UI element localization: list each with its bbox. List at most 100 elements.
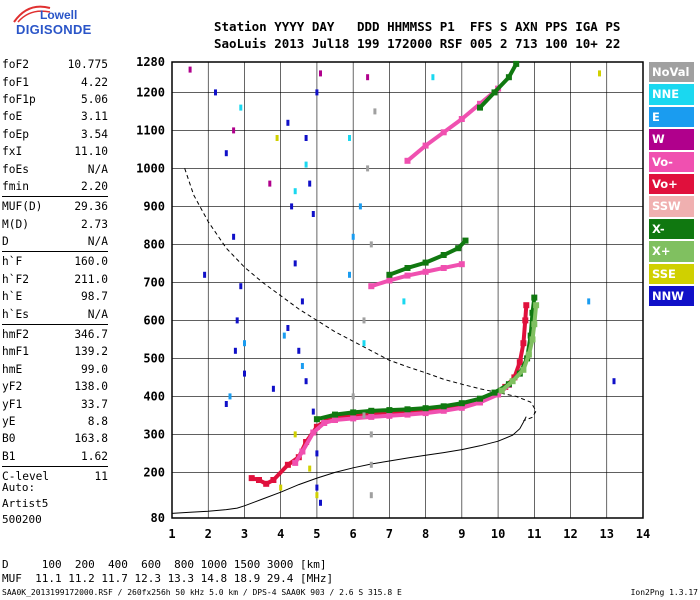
param-row: MUF(D) 29.36: [2, 198, 108, 215]
echo-point: [598, 70, 601, 77]
echo-point: [224, 401, 228, 407]
echo-point: [348, 271, 351, 278]
x-tick-label: 3: [241, 527, 248, 541]
param-row: foF2 10.775: [2, 56, 108, 73]
y-tick-label: 1200: [136, 85, 165, 99]
x-tick-label: 4: [277, 527, 284, 541]
echo-point: [369, 461, 373, 468]
echo-trace-segment: [352, 408, 372, 415]
echo-trace-segment: [370, 278, 390, 289]
param-name: MUF(D): [2, 200, 43, 214]
echo-point: [362, 340, 366, 347]
echo-trace-segment: [265, 478, 275, 486]
echo-point: [369, 492, 373, 499]
echo-point: [373, 108, 377, 115]
echo-trace-segment: [425, 404, 444, 411]
echo-point: [587, 298, 591, 305]
x-tick-label: 12: [563, 527, 577, 541]
echo-point: [243, 340, 246, 347]
param-name: yF1: [2, 397, 23, 411]
param-name: foE: [2, 110, 23, 124]
param-value: 4.22: [81, 75, 108, 89]
echo-point: [462, 237, 469, 244]
param-name: foF1p: [2, 92, 36, 106]
echo-trace-segment: [389, 412, 408, 418]
echo-trace-segment: [424, 253, 445, 265]
param-name: h`Es: [2, 307, 29, 321]
echo-point: [315, 492, 319, 499]
param-value: 1.62: [81, 449, 108, 463]
param-row: foF1 4.22: [2, 73, 108, 90]
echo-point: [239, 283, 243, 290]
station-header: Station YYYY DAY DDD HHMMSS P1 FFS S AXN…: [214, 18, 620, 52]
x-tick-label: 7: [386, 527, 393, 541]
param-value: 99.0: [81, 362, 108, 376]
lowell-digisonde-logo: Lowell DIGISONDE: [2, 2, 112, 42]
y-tick-label: 300: [143, 427, 165, 441]
echo-point: [369, 241, 373, 248]
param-name: hmF1: [2, 345, 29, 359]
echo-trace-segment: [293, 450, 305, 464]
param-row: M(D) 2.73: [2, 216, 108, 233]
param-value: 10.775: [67, 58, 108, 72]
distance-row: D 100 200 400 600 800 1000 1500 3000 [km…: [2, 558, 327, 571]
echo-point: [315, 450, 319, 457]
x-tick-label: 14: [636, 527, 650, 541]
electron-density-profile: [171, 416, 527, 514]
param-value: 2.73: [81, 217, 108, 231]
echo-point: [311, 211, 315, 217]
y-tick-label: 80: [151, 511, 165, 525]
polarization-legend: NoVal NNE E W Vo- Vo+ SSW X- X+ SSE NNW: [649, 62, 694, 308]
file-info: SAA0K_2013199172000.RSF / 260fx256h 50 k…: [2, 588, 402, 597]
param-row: hmE 99.0: [2, 361, 108, 378]
param-name: yE: [2, 415, 16, 428]
param-name: foEs: [2, 162, 29, 176]
echo-point: [228, 393, 232, 400]
echo-trace-segment: [511, 368, 525, 383]
logo-line1: Lowell: [40, 8, 78, 22]
param-row: yE 8.8: [2, 413, 108, 430]
legend-item-nne: NNE: [649, 84, 694, 105]
echo-trace-segment: [388, 273, 409, 283]
x-tick-label: 2: [205, 527, 212, 541]
param-separator: [2, 196, 108, 198]
echo-point: [304, 135, 308, 141]
param-row: D N/A: [2, 233, 108, 250]
param-value: 3.11: [81, 110, 108, 124]
logo-arc-icon: [13, 5, 51, 23]
legend-item-x: X+: [649, 241, 694, 262]
legend-item-sse: SSE: [649, 263, 694, 284]
param-name: yF2: [2, 380, 23, 394]
y-tick-label: 1100: [136, 123, 165, 137]
echo-point: [235, 317, 239, 324]
echo-trace-segment: [371, 413, 390, 419]
echo-trace-segment: [258, 478, 268, 486]
legend-item-vo: Vo-: [649, 151, 694, 172]
param-separator: [2, 465, 108, 467]
echo-trace-segment: [461, 396, 481, 406]
echo-point: [248, 475, 255, 482]
param-row: foEs N/A: [2, 160, 108, 177]
param-name: foF1: [2, 75, 29, 89]
echo-trace-segment: [442, 117, 464, 134]
echo-point: [362, 412, 366, 419]
echo-point: [366, 165, 370, 172]
echo-trace-segment: [461, 400, 481, 410]
echo-trace-segment: [521, 353, 531, 371]
echo-trace-segment: [500, 379, 514, 393]
software-version: Ion2Png 1.3.17: [630, 588, 698, 597]
echo-point: [224, 150, 228, 157]
echo-trace-segment: [521, 320, 528, 344]
echo-trace-segment: [493, 75, 511, 94]
echo-trace-segment: [517, 342, 526, 363]
x-tick-label: 11: [527, 527, 541, 541]
muf-dashed-curve: [184, 168, 537, 422]
auto-version: 500200: [2, 513, 42, 526]
param-name: foF2: [2, 58, 29, 72]
echo-trace-segment: [407, 408, 426, 415]
param-value: 163.8: [74, 432, 108, 446]
echo-point: [311, 408, 315, 415]
echo-trace-segment: [442, 246, 460, 257]
param-value: 11.10: [74, 145, 108, 159]
param-separator: [2, 251, 108, 253]
